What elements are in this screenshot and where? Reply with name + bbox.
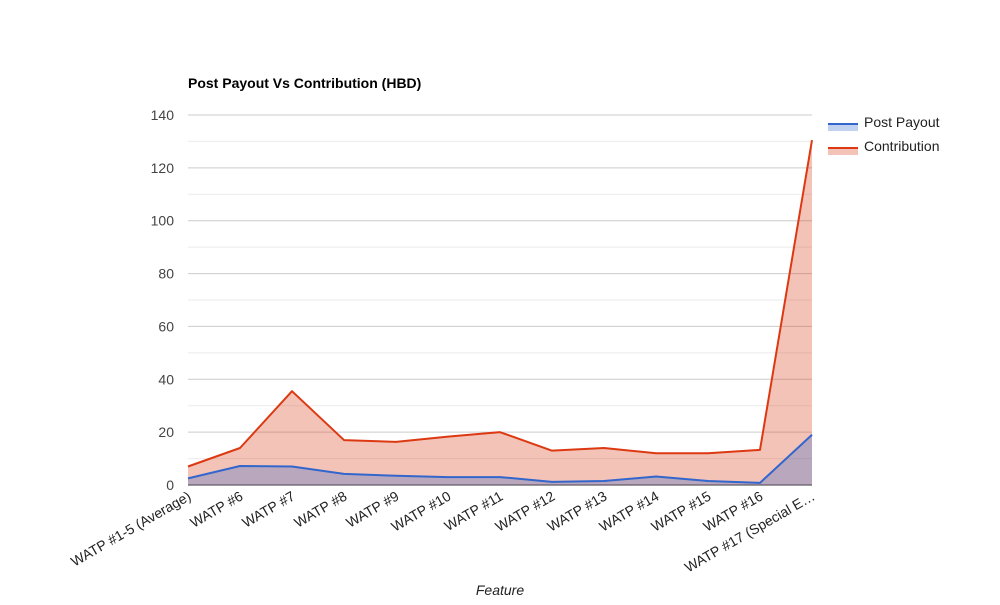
post-payout-point[interactable] <box>654 474 659 479</box>
contribution-point[interactable] <box>290 389 295 394</box>
contribution-point[interactable] <box>238 446 243 451</box>
contribution-point[interactable] <box>550 448 555 453</box>
legend-item-contribution[interactable]: Contribution <box>828 138 940 155</box>
contribution-point[interactable] <box>446 434 451 439</box>
contribution-point[interactable] <box>342 438 347 443</box>
y-tick-label: 140 <box>151 107 175 123</box>
contribution-point[interactable] <box>394 439 399 444</box>
y-tick-label: 40 <box>158 371 174 387</box>
post-payout-point[interactable] <box>498 475 503 480</box>
x-tick-label: WATP #10 <box>388 488 453 535</box>
contribution-line <box>187 139 813 468</box>
legend-label: Contribution <box>864 138 940 154</box>
x-tick-label: WATP #7 <box>239 488 297 531</box>
contribution-point[interactable] <box>706 451 711 456</box>
post-payout-point[interactable] <box>238 463 243 468</box>
contribution-point[interactable] <box>654 451 659 456</box>
post-payout-area <box>188 434 812 485</box>
contribution-point[interactable] <box>186 464 191 469</box>
contribution-point[interactable] <box>810 138 815 143</box>
contribution-area <box>188 140 812 485</box>
y-tick-label: 80 <box>158 266 174 282</box>
x-axis-title: Feature <box>476 582 524 598</box>
y-tick-label: 60 <box>158 318 174 334</box>
legend-item-post-payout[interactable]: Post Payout <box>828 114 940 131</box>
post-payout-point[interactable] <box>186 476 191 481</box>
post-payout-point[interactable] <box>810 432 815 437</box>
post-payout-point[interactable] <box>550 479 555 484</box>
chart-title: Post Payout Vs Contribution (HBD) <box>188 75 421 91</box>
contribution-point[interactable] <box>498 430 503 435</box>
y-tick-label: 0 <box>166 477 174 493</box>
post-payout-point[interactable] <box>342 471 347 476</box>
post-payout-point[interactable] <box>446 475 451 480</box>
post-payout-point[interactable] <box>290 464 295 469</box>
legend-swatch-fill <box>828 148 858 155</box>
post-payout-line <box>187 434 813 484</box>
post-payout-point[interactable] <box>394 473 399 478</box>
legend-swatch-fill <box>828 124 858 131</box>
y-tick-label: 100 <box>151 213 175 229</box>
x-tick-label: WATP #8 <box>291 488 349 531</box>
x-tick-label: WATP #1-5 (Average) <box>68 488 193 570</box>
contribution-point[interactable] <box>758 447 763 452</box>
contribution-point[interactable] <box>602 446 607 451</box>
y-tick-label: 20 <box>158 424 174 440</box>
post-payout-point[interactable] <box>602 479 607 484</box>
x-tick-label: WATP #6 <box>187 488 245 531</box>
legend-label: Post Payout <box>864 114 940 130</box>
post-payout-point[interactable] <box>758 480 763 485</box>
post-payout-point[interactable] <box>706 479 711 484</box>
y-tick-label: 120 <box>151 160 175 176</box>
